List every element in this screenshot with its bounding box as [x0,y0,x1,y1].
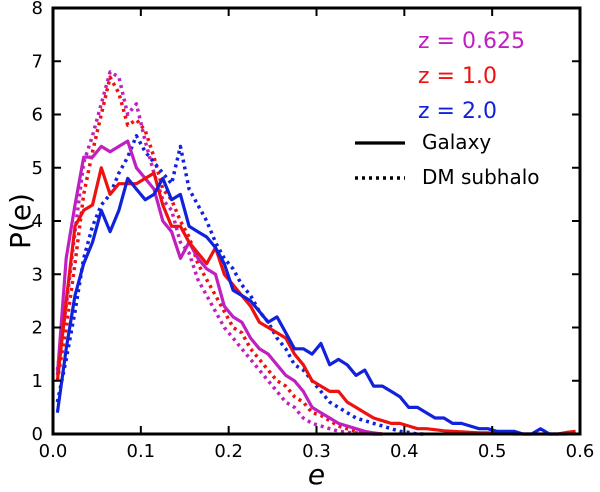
x-tick-label: 0.6 [566,441,595,462]
legend: z = 0.625 z = 1.0 z = 2.0 Galaxy DM subhalo [355,29,540,189]
legend-redshift-label: z = 1.0 [418,64,497,89]
y-tick-label: 3 [32,264,43,285]
x-tick-label: 0.3 [302,441,331,462]
legend-style-label: DM subhalo [422,165,540,189]
y-tick-label: 6 [32,105,43,126]
x-tick-label: 0.2 [214,441,243,462]
series-line-z-0-625-dm-subhalo [55,70,383,436]
y-tick-label: 2 [32,318,43,339]
series-line-z-2-0-dm-subhalo [55,134,427,436]
y-tick-label: 7 [32,51,43,72]
x-tick-label: 0.5 [478,441,507,462]
y-tick-label: 4 [32,211,43,232]
plot-frame [51,6,582,436]
y-tick-label: 5 [32,158,43,179]
x-tick-label: 0.1 [127,441,156,462]
legend-redshift-label: z = 0.625 [418,29,525,54]
y-tick-label: 8 [32,0,43,19]
x-tick-label: 0.4 [390,441,419,462]
x-tick-label: 0.0 [39,441,68,462]
series-line-z-0-625-galaxy [55,139,383,436]
series-layer [55,70,576,436]
ticks-layer: 0.0 0.1 0.2 0.3 0.4 0.5 0.6 0 1 2 3 4 5 6 7 8 [32,0,595,462]
legend-redshift-label: z = 2.0 [418,99,497,124]
y-tick-label: 1 [32,371,43,392]
x-axis-label: e [308,458,325,491]
series-line-z-1-0-galaxy [55,166,576,436]
series-line-z-1-0-dm-subhalo [55,75,383,436]
series-line-z-2-0-galaxy [55,176,567,436]
y-axis-label: P(e) [4,193,37,249]
legend-style-label: Galaxy [422,130,491,154]
y-tick-label: 0 [32,424,43,445]
